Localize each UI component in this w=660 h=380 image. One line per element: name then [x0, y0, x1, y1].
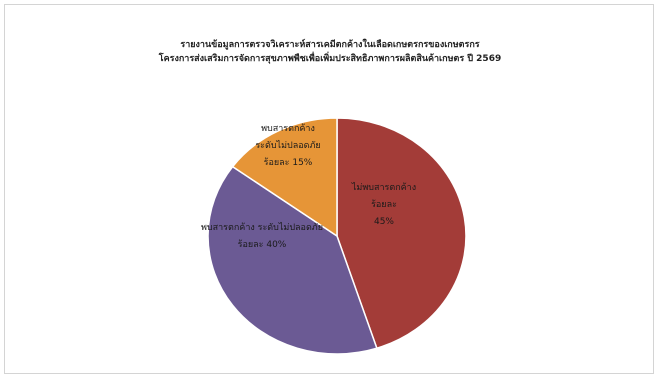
pie-slice-0 — [336, 117, 467, 350]
pie-slice-label-0: ไม่พบสารตกค้างร้อยละ 45% — [351, 182, 416, 227]
pie-slice-label-1: พบสารตกค้าง ระดับไม่ปลอดภัยร้อยละ 40% — [201, 222, 323, 250]
pie-slice-label-2: พบสารตกค้างระดับไม่ปลอดภัยร้อยละ 15% — [255, 123, 320, 168]
chart-title-line-2: โครงการส่งเสริมการจัดการสุขภาพพืชเพื่อเพ… — [158, 54, 502, 64]
pie-slice-2 — [231, 117, 338, 238]
pie-slice-label-line: พบสารตกค้าง — [261, 123, 315, 134]
pie-slice-label-line: ร้อยละ 40% — [238, 239, 287, 250]
pie-slice-label-line: ร้อยละ — [371, 199, 397, 210]
pie-slice-label-line: พบสารตกค้าง ระดับไม่ปลอดภัย — [201, 222, 323, 233]
pie-slice-1 — [207, 165, 378, 355]
chart-title-line-1: รายงานข้อมูลการตรวจวิเคราะห์สารเคมีตกค้า… — [180, 40, 480, 50]
pie-slice-label-line: ไม่พบสารตกค้าง — [351, 182, 416, 193]
pie-slice-label-line: ระดับไม่ปลอดภัย — [255, 140, 320, 151]
pie-slice-label-line: 45% — [374, 217, 394, 227]
chart-title: รายงานข้อมูลการตรวจวิเคราะห์สารเคมีตกค้า… — [0, 38, 660, 66]
pie-slice-label-line: ร้อยละ 15% — [264, 157, 313, 168]
